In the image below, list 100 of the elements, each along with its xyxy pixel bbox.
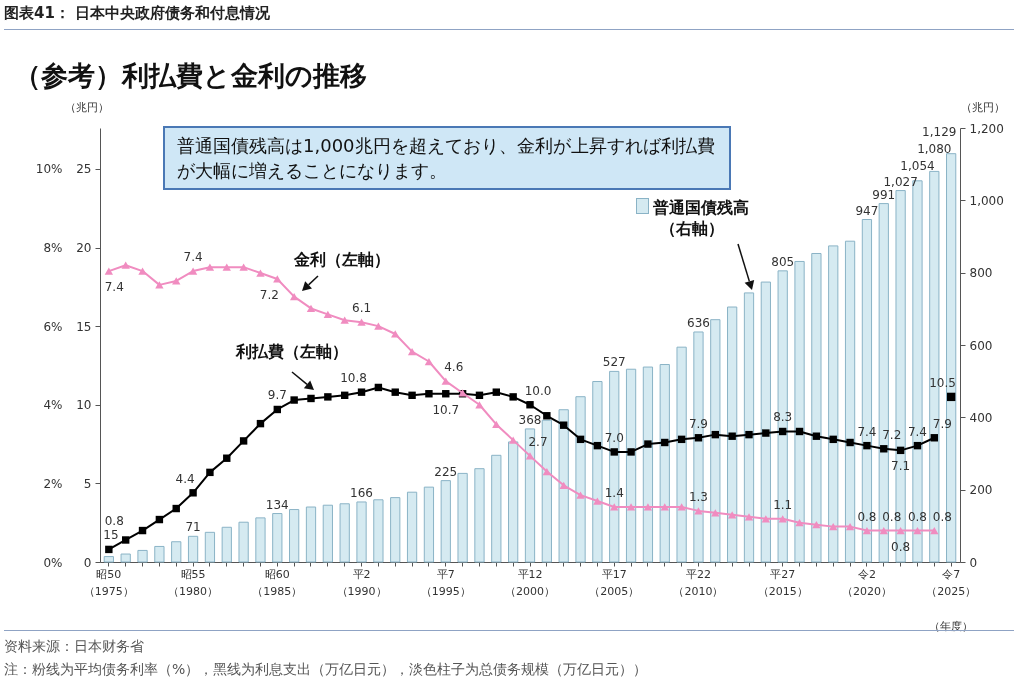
point [863, 441, 871, 450]
bar [659, 364, 670, 563]
y-tick-label: 20 [76, 241, 92, 256]
point [104, 267, 114, 275]
point [745, 430, 753, 439]
data-label: 7.2 [882, 427, 902, 442]
chart-subtitle: （参考）利払費と金利の推移 [14, 59, 367, 93]
bar [356, 501, 367, 563]
point [762, 429, 770, 437]
point [930, 526, 939, 535]
data-label: 0.8 [882, 509, 902, 524]
data-label: 0.8 [932, 509, 952, 524]
point [138, 267, 147, 275]
bar [558, 409, 569, 563]
x-tick-label: 平12 （2000） [505, 567, 555, 598]
data-label: 527 [602, 355, 626, 370]
point [627, 448, 635, 456]
point [559, 481, 568, 489]
point [946, 392, 956, 402]
y-tick-label: 10 [76, 398, 92, 413]
point [357, 318, 366, 326]
data-label: 7.4 [907, 424, 928, 439]
annotation: 普通国債残高は1,000兆円を超えており、金利が上昇すれば利払費が大幅に増えることになります。 [163, 126, 731, 190]
data-label: 4.4 [175, 471, 195, 486]
data-label: 7.1 [891, 459, 911, 474]
point [289, 293, 299, 301]
point [644, 440, 652, 448]
data-label: 7.4 [183, 250, 203, 265]
y-tick-label: 15 [76, 319, 92, 334]
bar [474, 468, 485, 563]
point [643, 503, 653, 511]
point [105, 545, 113, 554]
x-tick-label: 平2 （1990） [336, 567, 387, 598]
data-label: 1.3 [688, 489, 709, 504]
point [155, 281, 164, 289]
point [205, 263, 215, 271]
point [542, 467, 552, 476]
x-tick-label: 平22 （2010） [673, 567, 724, 598]
data-label: 1,080 [917, 142, 952, 157]
data-label: 1,129 [922, 124, 957, 139]
text: 注：粉线为平均债务利率（%），黑线为利息支出（万亿日元），淡色柱子为总债务规模（万亿日元）） [4, 660, 649, 679]
point [121, 536, 130, 544]
point [660, 503, 669, 511]
y3-tick-label: 2% [43, 476, 63, 491]
data-label: 8.3 [773, 410, 793, 425]
bar [710, 319, 721, 563]
bar [811, 253, 822, 563]
point [357, 388, 366, 396]
bar [305, 506, 317, 563]
data-label: 10.8 [340, 371, 367, 386]
data-label: 134 [265, 497, 289, 512]
point [812, 432, 821, 440]
data-label: 9.7 [267, 388, 287, 403]
x-tick-label: 昭60 （1985） [252, 567, 303, 598]
data-label: 0.8 [891, 539, 911, 554]
bar [760, 281, 771, 563]
y-axis-title: （兆円） [64, 100, 109, 114]
point [509, 393, 517, 401]
point [761, 515, 771, 523]
point [744, 513, 754, 521]
bar [137, 549, 148, 563]
bar [592, 381, 603, 563]
chart-title: 图表41： 日本中央政府债务和付息情况 [4, 4, 1014, 30]
point [913, 526, 922, 535]
bar [676, 346, 687, 563]
bar [120, 553, 131, 563]
data-label: 225 [434, 464, 458, 479]
point [189, 489, 197, 497]
bar [221, 526, 232, 563]
point [290, 396, 298, 404]
point [845, 523, 855, 531]
x-tick-label: 平27 （2015） [757, 567, 808, 598]
point [407, 348, 417, 356]
data-label: 1,027 [883, 174, 918, 189]
legend-label: 普通国債残高（右軸） [651, 198, 750, 240]
bar [272, 513, 283, 563]
y2-tick-label: 200 [969, 483, 993, 498]
point [425, 390, 433, 398]
point [559, 421, 568, 429]
y3-tick-label: 8% [43, 241, 63, 256]
y3-tick-label: 10% [35, 162, 63, 177]
bar [255, 517, 266, 563]
bar [828, 245, 839, 563]
point [526, 401, 534, 409]
data-label: 947 [855, 203, 879, 218]
point [778, 515, 787, 523]
point [121, 261, 130, 269]
point [610, 448, 618, 456]
data-label: 2.7 [528, 434, 548, 449]
point [694, 507, 703, 515]
bar [642, 366, 654, 563]
bar [204, 531, 216, 563]
point [475, 401, 484, 409]
x-tick-label: 昭55 （1980） [168, 567, 219, 598]
point [593, 497, 602, 505]
point [391, 388, 399, 396]
data-label: 991 [872, 187, 896, 202]
data-label: 7.0 [604, 430, 624, 445]
point [239, 437, 248, 445]
series-label: 利払費（左軸） [234, 342, 349, 363]
